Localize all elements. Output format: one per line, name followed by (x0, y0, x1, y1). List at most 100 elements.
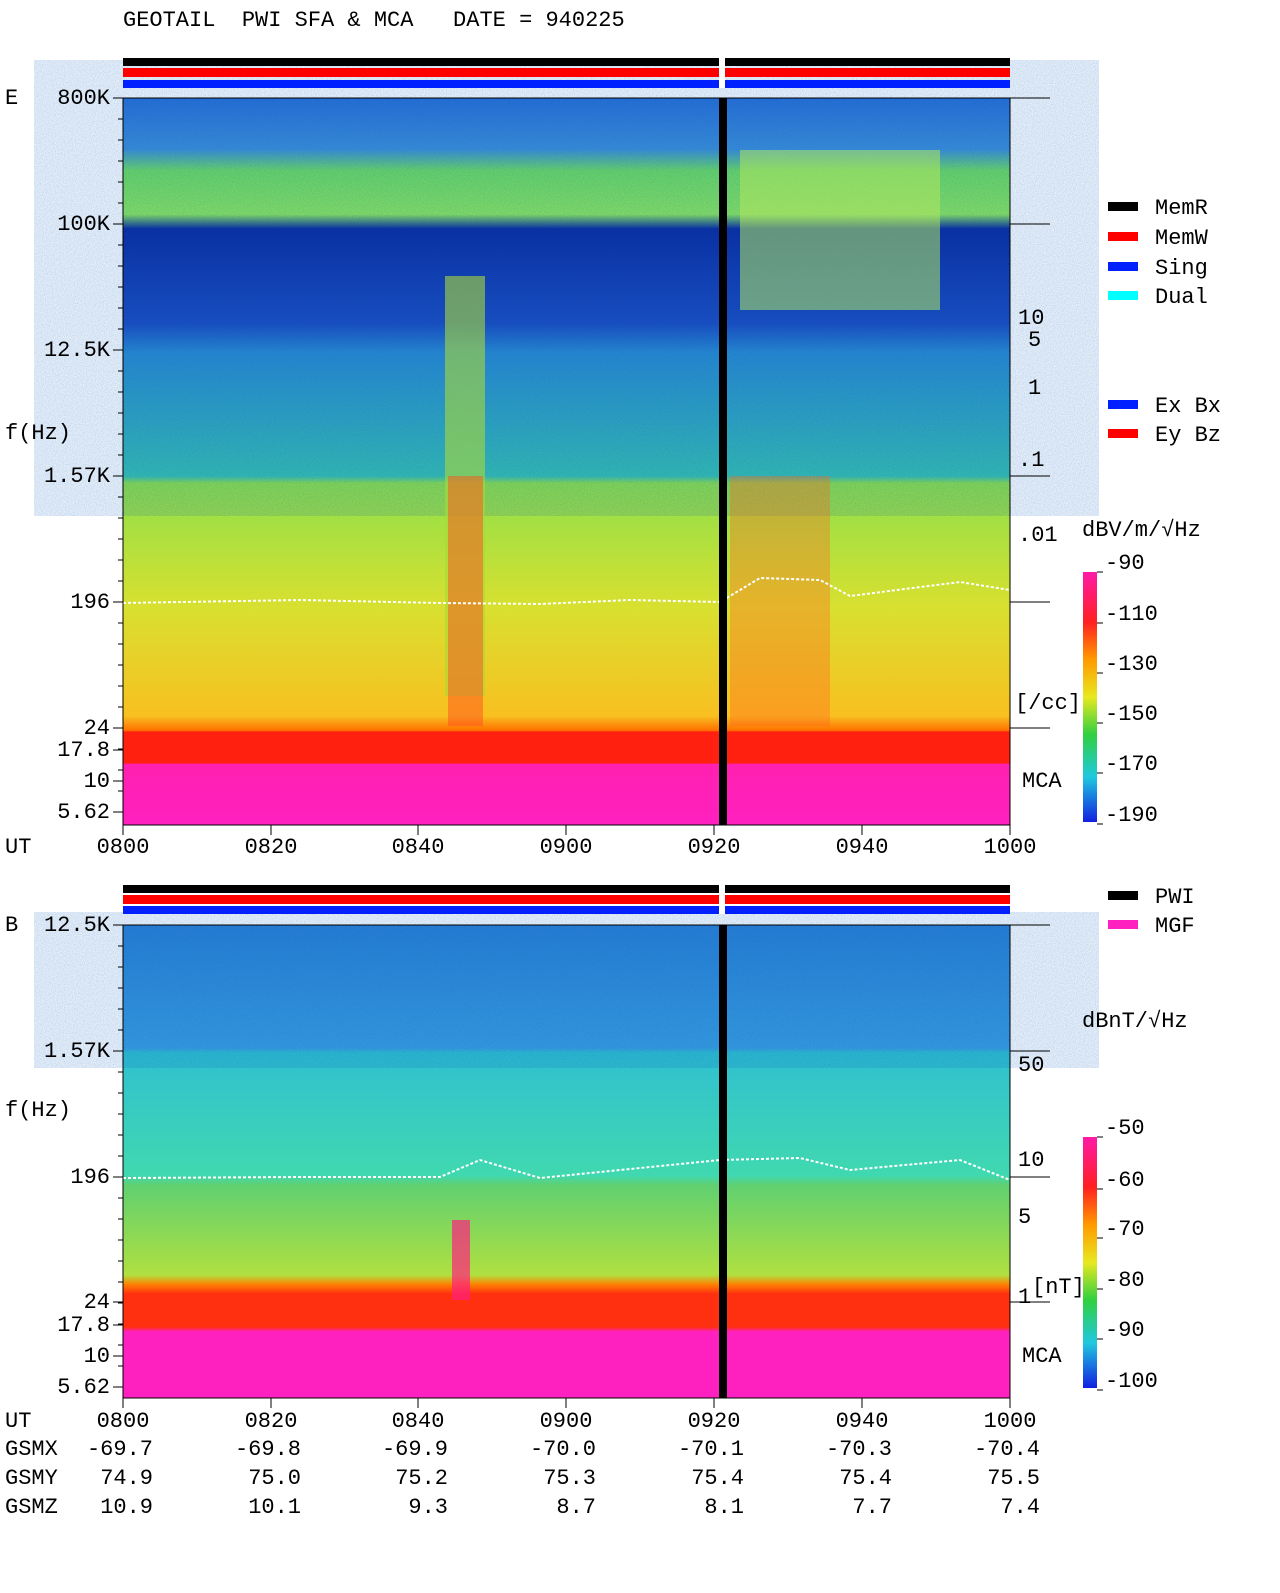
y-axis-label: f(Hz) (5, 1098, 71, 1123)
panel-label: E (5, 86, 18, 111)
orbit-value: 75.4 (839, 1466, 892, 1491)
density-tick-label: 1 (1028, 376, 1041, 401)
legend-swatch (1108, 400, 1138, 409)
density-tick-label: 50 (1018, 1053, 1044, 1078)
y-tick-label: 196 (70, 1165, 110, 1190)
colorbar-title: dBV/m/√Hz (1082, 518, 1201, 543)
legend-label: Ex Bx (1155, 394, 1221, 419)
density-tick-label: 5 (1028, 328, 1041, 353)
orbit-value: 8.1 (704, 1495, 744, 1520)
y-axis-label: f(Hz) (5, 421, 71, 446)
orbit-value: -69.7 (87, 1437, 153, 1462)
y-tick-label: 17.8 (57, 738, 110, 763)
y-tick-label: 12.5K (44, 338, 111, 363)
legend-label: MemR (1155, 196, 1208, 221)
orbit-value: -69.8 (235, 1437, 301, 1462)
colorbar-tick-label: -70 (1105, 1217, 1145, 1242)
y-tick-label: 800K (57, 86, 111, 111)
orbit-value: 75.4 (691, 1466, 744, 1491)
y-tick-label: 1.57K (44, 1039, 111, 1064)
x-tick-label: 0800 (97, 1409, 150, 1434)
density-tick-label: 1 (1018, 1285, 1031, 1310)
colorbar-title: dBnT/√Hz (1082, 1009, 1188, 1034)
orbit-value: 75.2 (395, 1466, 448, 1491)
x-tick-label: 1000 (984, 1409, 1037, 1434)
colorbar-tick-label: -90 (1105, 1318, 1145, 1343)
orbit-value: -70.1 (678, 1437, 744, 1462)
orbit-value: 9.3 (408, 1495, 448, 1520)
colorbar-tick-label: -130 (1105, 652, 1158, 677)
colorbar-tick-label: -170 (1105, 752, 1158, 777)
legend-swatch (1108, 429, 1138, 438)
colorbar-e (1083, 572, 1097, 822)
x-axis-label: UT (5, 1409, 31, 1434)
y-tick-label: 1.57K (44, 464, 111, 489)
legend-label: MGF (1155, 914, 1195, 939)
x-tick-label: 0900 (540, 835, 593, 860)
density-tick-label: .01 (1018, 523, 1058, 548)
colorbar-tick-label: -150 (1105, 702, 1158, 727)
title: GEOTAIL PWI SFA & MCA DATE = 940225 (123, 8, 625, 33)
legend-swatch (1108, 891, 1138, 900)
orbit-label: GSMX (5, 1437, 58, 1462)
density-tick-label: [nT] (1032, 1275, 1085, 1300)
x-tick-label: 0840 (392, 835, 445, 860)
y-tick-label: 24 (84, 716, 110, 741)
legend-swatch (1108, 291, 1138, 300)
colorbar-tick-label: -60 (1105, 1168, 1145, 1193)
orbit-value: 8.7 (556, 1495, 596, 1520)
orbit-label: GSMZ (5, 1495, 58, 1520)
y-tick-label: 100K (57, 212, 111, 237)
mca-label: MCA (1022, 1344, 1062, 1369)
legend-swatch (1108, 202, 1138, 211)
orbit-value: 10.9 (100, 1495, 153, 1520)
labels: GEOTAIL PWI SFA & MCA DATE = 940225 Ef(Hz… (5, 8, 1221, 1520)
y-tick-label: 196 (70, 590, 110, 615)
density-tick-label: [/cc] (1015, 691, 1081, 716)
orbit-value: 7.4 (1000, 1495, 1040, 1520)
colorbar-b (1083, 1137, 1097, 1388)
mca-label: MCA (1022, 769, 1062, 794)
orbit-value: 75.0 (248, 1466, 301, 1491)
x-tick-label: 0820 (245, 835, 298, 860)
density-tick-label: 5 (1018, 1205, 1031, 1230)
legend-label: MemW (1155, 226, 1209, 251)
legend-swatch (1108, 920, 1138, 929)
y-tick-label: 12.5K (44, 913, 111, 938)
x-axis-label: UT (5, 835, 31, 860)
panel-label: B (5, 913, 18, 938)
orbit-value: -70.4 (974, 1437, 1040, 1462)
y-tick-label: 5.62 (57, 1375, 110, 1400)
density-tick-label: 10 (1018, 306, 1044, 331)
x-tick-label: 1000 (984, 835, 1037, 860)
y-tick-label: 5.62 (57, 800, 110, 825)
orbit-value: 75.5 (987, 1466, 1040, 1491)
x-tick-label: 0940 (836, 1409, 889, 1434)
colorbar-tick-label: -80 (1105, 1268, 1145, 1293)
x-tick-label: 0940 (836, 835, 889, 860)
status-bars (123, 58, 1010, 914)
colorbar-tick-label: -100 (1105, 1369, 1158, 1394)
x-tick-label: 0840 (392, 1409, 445, 1434)
orbit-label: GSMY (5, 1466, 58, 1491)
orbit-value: -70.3 (826, 1437, 892, 1462)
y-tick-label: 24 (84, 1290, 110, 1315)
colorbar-tick-label: -90 (1105, 551, 1145, 576)
y-tick-label: 10 (84, 769, 110, 794)
density-tick-label: .1 (1018, 448, 1044, 473)
y-tick-label: 17.8 (57, 1313, 110, 1338)
y-tick-label: 10 (84, 1344, 110, 1369)
orbit-value: 75.3 (543, 1466, 596, 1491)
colorbar-tick-label: -110 (1105, 602, 1158, 627)
colorbar-tick-label: -50 (1105, 1116, 1145, 1141)
colorbar-tick-label: -190 (1105, 803, 1158, 828)
orbit-value: 7.7 (852, 1495, 892, 1520)
density-tick-label: 10 (1018, 1148, 1044, 1173)
legend-label: PWI (1155, 885, 1195, 910)
orbit-value: -70.0 (530, 1437, 596, 1462)
orbit-value: 74.9 (100, 1466, 153, 1491)
legend-label: Dual (1155, 285, 1208, 310)
spectrogram-e (122, 98, 1011, 825)
legend-swatch (1108, 262, 1138, 271)
